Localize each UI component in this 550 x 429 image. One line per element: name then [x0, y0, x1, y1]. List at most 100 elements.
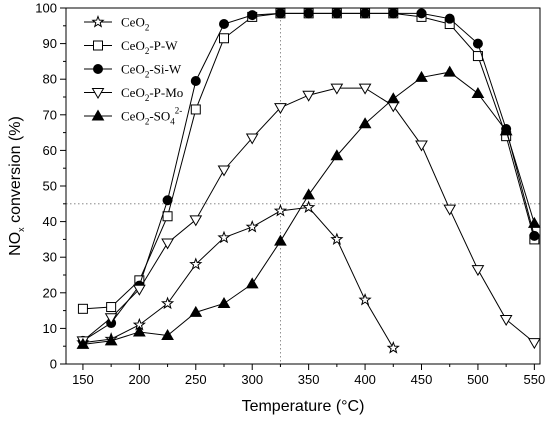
y-tick-label: 20: [43, 285, 57, 300]
data-point: [443, 65, 457, 77]
series-layer: [76, 8, 541, 354]
data-point: [189, 257, 203, 270]
data-point: [330, 149, 344, 161]
x-axis-label: Temperature (°C): [242, 398, 365, 415]
y-axis-label-subscript: x: [16, 227, 26, 232]
data-point: [247, 10, 258, 21]
data-point: [190, 75, 201, 86]
data-point: [499, 124, 513, 136]
x-tick-label: 500: [467, 372, 489, 387]
legend-entry: CeO2-SO42-: [84, 106, 182, 127]
data-point: [302, 90, 316, 102]
data-point: [217, 296, 231, 308]
data-point: [386, 92, 400, 104]
data-point: [471, 86, 485, 98]
y-tick-label: 80: [43, 72, 57, 87]
legend-entry: CeO2-P-W: [84, 38, 178, 56]
data-point: [415, 70, 428, 82]
x-tick-label: 550: [524, 372, 546, 387]
legend-label: CeO2-SO42-: [121, 106, 182, 127]
data-point: [527, 338, 541, 350]
data-point: [527, 216, 541, 228]
data-point: [275, 8, 286, 19]
data-point: [330, 232, 344, 246]
y-tick-label: 40: [43, 214, 57, 229]
data-point: [274, 103, 287, 115]
legend-label: CeO2-P-W: [121, 38, 178, 56]
legend-marker: [91, 88, 105, 99]
y-axis-label-prefix: NO: [7, 232, 24, 256]
data-point: [217, 165, 231, 177]
data-point: [245, 133, 259, 145]
data-point: [190, 104, 201, 115]
data-point: [471, 265, 485, 277]
legend-label: CeO2-Si-W: [121, 62, 182, 80]
data-point: [388, 8, 399, 19]
y-tick-label: 100: [35, 1, 57, 16]
y-tick-label: 30: [43, 250, 57, 265]
data-point: [161, 329, 174, 341]
series-3: [76, 83, 541, 350]
data-point: [160, 296, 175, 310]
legend-marker: [91, 109, 105, 121]
data-point: [189, 215, 203, 227]
data-point: [416, 8, 427, 19]
x-tick-label: 450: [411, 372, 433, 387]
data-point: [161, 238, 174, 250]
legend-marker: [91, 15, 105, 28]
y-tick-label: 90: [43, 36, 57, 51]
data-point: [303, 8, 314, 19]
y-tick-label: 50: [43, 179, 57, 194]
series-0: [76, 200, 400, 354]
data-point: [358, 83, 372, 95]
data-point: [217, 230, 231, 244]
data-point: [76, 337, 90, 349]
data-point: [331, 8, 342, 19]
y-tick-label: 10: [43, 321, 57, 336]
data-point: [132, 325, 146, 337]
legend-entry: CeO2: [84, 15, 149, 33]
legend-entry: CeO2-P-Mo: [84, 85, 183, 103]
data-point: [472, 38, 483, 49]
data-point: [386, 341, 400, 354]
data-point: [162, 195, 173, 206]
data-point: [302, 188, 316, 200]
y-tick-label: 0: [50, 357, 57, 372]
data-point: [360, 8, 371, 19]
data-point: [443, 204, 457, 216]
x-tick-label: 350: [298, 372, 320, 387]
data-point: [77, 303, 88, 314]
data-point: [358, 117, 372, 129]
y-axis-label: NOx conversion (%): [7, 116, 26, 256]
y-axis-label-suffix: conversion (%): [7, 116, 24, 227]
data-point: [499, 315, 513, 326]
x-tick-label: 250: [185, 372, 207, 387]
y-tick-label: 60: [43, 143, 57, 158]
data-point: [219, 19, 229, 30]
data-point: [106, 302, 117, 313]
data-point: [386, 101, 400, 113]
data-point: [330, 83, 344, 95]
data-point: [415, 140, 428, 152]
series-line: [82, 206, 394, 349]
data-point: [302, 200, 316, 213]
data-point: [274, 234, 287, 246]
data-point: [219, 33, 229, 44]
series-2: [77, 8, 540, 346]
series-line: [82, 87, 535, 344]
data-point: [189, 305, 203, 317]
data-point: [245, 220, 259, 233]
y-tick-label: 70: [43, 107, 57, 122]
x-tick-label: 200: [129, 372, 151, 387]
legend-label: CeO2: [121, 15, 149, 33]
data-point: [132, 284, 146, 296]
data-point: [444, 13, 455, 24]
data-point: [358, 292, 372, 306]
legend-marker: [93, 40, 103, 51]
data-point: [273, 203, 288, 217]
legend: CeO2 CeO2-P-W CeO2-Si-W CeO2-P-Mo CeO2-SO42-: [84, 15, 183, 127]
data-point: [104, 334, 118, 346]
axis-tick-labels: 150 200 250 300 350 400 450 500 550 0 10 20 30 40 50 60…: [35, 1, 545, 388]
axis-ticks: [60, 7, 535, 370]
